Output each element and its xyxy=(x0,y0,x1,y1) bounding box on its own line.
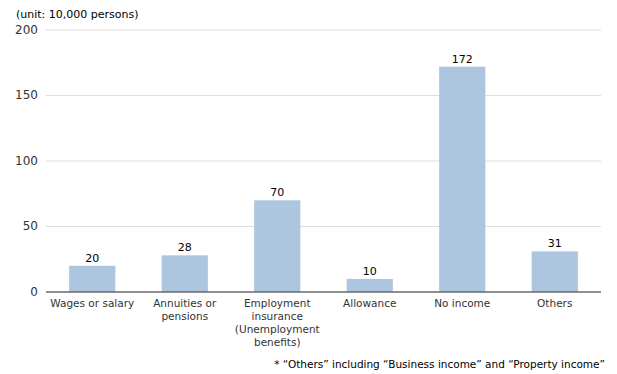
x-axis-line xyxy=(46,292,601,293)
bar xyxy=(439,67,485,292)
x-tick-label-line: No income xyxy=(434,297,490,309)
x-tick-label-line: Annuities or xyxy=(153,297,217,309)
bar xyxy=(69,266,115,292)
data-label: 172 xyxy=(452,53,473,66)
x-tick-label-line: Others xyxy=(537,297,572,309)
x-tick-label-line: (Unemployment xyxy=(235,323,320,335)
y-tick-label: 50 xyxy=(23,219,38,233)
x-tick-label-line: Employment xyxy=(244,297,311,309)
chart-container: 0 50 100 150 200 20 28 70 10 172 31 Wages or salary… xyxy=(0,0,617,374)
x-tick-label-line: Wages or salary xyxy=(50,297,134,309)
data-label: 20 xyxy=(85,252,99,265)
x-tick-label: No income xyxy=(434,297,490,309)
data-label: 28 xyxy=(178,241,192,254)
x-tick-label-line: Allowance xyxy=(343,297,396,309)
x-tick-label-line: insurance xyxy=(252,310,303,322)
data-label: 70 xyxy=(270,186,284,199)
data-label: 10 xyxy=(363,265,377,278)
x-tick-label: Employmentinsurance(Unemploymentbenefits… xyxy=(235,297,320,348)
y-tick-label: 200 xyxy=(15,23,38,37)
bar xyxy=(162,255,208,292)
x-tick-label-line: pensions xyxy=(161,310,208,322)
grid-line xyxy=(46,30,601,31)
grid xyxy=(46,30,601,292)
x-tick-label: Wages or salary xyxy=(50,297,134,309)
bar xyxy=(254,200,300,292)
x-tick-label: Annuities orpensions xyxy=(153,297,217,322)
chart-svg: 0 50 100 150 200 20 28 70 10 172 31 Wages or salary… xyxy=(0,0,617,374)
x-tick-label: Allowance xyxy=(343,297,396,309)
bar xyxy=(532,251,578,292)
bars xyxy=(69,67,578,292)
footnote: * “Others” including “Business income” a… xyxy=(274,358,605,370)
grid-line xyxy=(46,95,601,96)
y-tick-label: 0 xyxy=(30,285,38,299)
y-tick-label: 150 xyxy=(15,88,38,102)
data-label: 31 xyxy=(548,237,562,250)
bar xyxy=(347,279,393,292)
grid-line xyxy=(46,161,601,162)
y-tick-label: 100 xyxy=(15,154,38,168)
unit-label: (unit: 10,000 persons) xyxy=(16,8,139,21)
grid-line xyxy=(46,292,601,293)
grid-line xyxy=(46,226,601,227)
x-tick-label: Others xyxy=(537,297,572,309)
x-tick-label-line: benefits) xyxy=(254,336,301,348)
